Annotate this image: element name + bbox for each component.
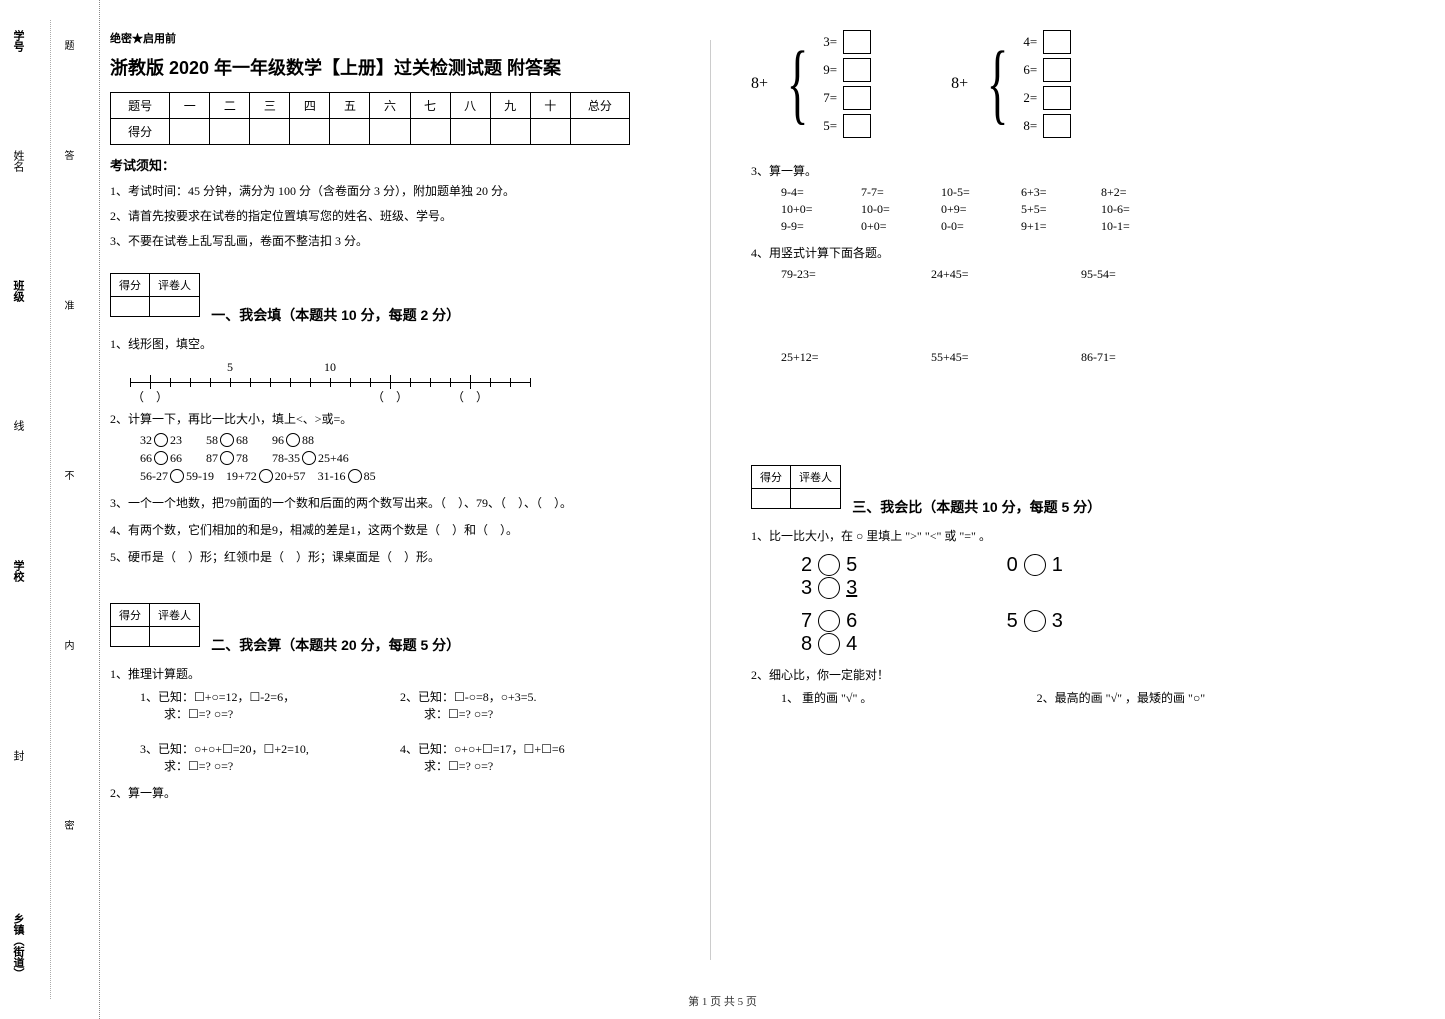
brace-group: 8+ { 4= 6= 2= 8= <box>951 30 1071 138</box>
vert-char: 题 <box>60 40 75 50</box>
q1-5: 5、硬币是（ ）形；红领巾是（ ）形；课桌面是（ ）形。 <box>110 548 670 565</box>
q3-1: 1、比一比大小，在 ○ 里填上 ">" "<" 或 "=" 。 <box>751 527 1371 544</box>
comp-row: 56-2759-19 19+7220+57 31-1685 <box>140 469 670 484</box>
binding-label-line: 线 <box>10 420 26 431</box>
binding-column: 乡镇（街道） 封 学校 线 班级 姓名 学号 密 内 不 准 答 题 <box>0 0 100 1019</box>
notice-item: 3、不要在试卷上乱写乱画，卷面不整洁扣 3 分。 <box>110 232 670 249</box>
table-row: 题号 一 二 三 四 五 六 七 八 九 十 总分 <box>111 93 630 119</box>
notice-title: 考试须知： <box>110 155 670 174</box>
q1-2: 2、计算一下，再比一比大小，填上<、>或=。 <box>110 410 670 427</box>
arith-row: 10+0=10-0=0+9=5+5=10-6= <box>781 202 1371 217</box>
vertical-calc-row: 25+12=55+45=86-71= <box>781 350 1371 365</box>
q2-4: 4、用竖式计算下面各题。 <box>751 244 1371 261</box>
vert-char: 不 <box>60 470 75 480</box>
brace-groups: 8+ { 3= 9= 7= 5= 8+ { 4= 6= 2= 8= <box>751 30 1371 152</box>
arith-row: 9-9=0+0=0-0=9+1=10-1= <box>781 219 1371 234</box>
page-content: 绝密★启用前 浙教版 2020 年一年级数学【上册】过关检测试题 附答案 题号 … <box>110 30 1410 960</box>
notice-item: 2、请首先按要求在试卷的指定位置填写您的姓名、班级、学号。 <box>110 207 670 224</box>
right-column: 8+ { 3= 9= 7= 5= 8+ { 4= 6= 2= 8= <box>751 30 1371 960</box>
binding-label-seal: 封 <box>10 750 26 761</box>
section-1-heading: 一、我会填（本题共 10 分，每题 2 分） <box>211 305 460 325</box>
number-line: /* ticks drawn statically */ 5 10 （ ） （ … <box>130 360 530 400</box>
binding-label-class: 班级 <box>10 280 26 302</box>
reasoning-row: 1、已知：☐+○=12，☐-2=6， 求：☐=? ○=? 2、已知：☐-○=8，… <box>140 688 670 722</box>
q2-2: 2、算一算。 <box>110 784 670 801</box>
q1-1: 1、线形图，填空。 <box>110 335 670 352</box>
arith-row: 9-4=7-7=10-5=6+3=8+2= <box>781 185 1371 200</box>
secret-label: 绝密★启用前 <box>110 30 670 46</box>
exam-title: 浙教版 2020 年一年级数学【上册】过关检测试题 附答案 <box>110 54 670 80</box>
sub-compare-row: 1、 重的画 "√" 。 2、最高的画 "√" ，最矮的画 "○" <box>781 689 1371 706</box>
left-column: 绝密★启用前 浙教版 2020 年一年级数学【上册】过关检测试题 附答案 题号 … <box>110 30 670 960</box>
big-compare-row: 25 01 33 <box>801 554 1371 600</box>
vert-char: 答 <box>60 150 75 160</box>
big-compare-row: 76 53 84 <box>801 610 1371 656</box>
q2-1: 1、推理计算题。 <box>110 665 670 682</box>
vert-char: 密 <box>60 820 75 830</box>
section-3-heading: 三、我会比（本题共 10 分，每题 5 分） <box>852 497 1101 517</box>
q3-2: 2、细心比，你一定能对！ <box>751 666 1371 683</box>
comp-row: 6666 8778 78-3525+46 <box>140 451 670 466</box>
vertical-calc-row: 79-23=24+45=95-54= <box>781 267 1371 282</box>
section-2-heading: 二、我会算（本题共 20 分，每题 5 分） <box>211 635 460 655</box>
comp-row: 3223 5868 9688 <box>140 433 670 448</box>
notice-item: 1、考试时间：45 分钟，满分为 100 分（含卷面分 3 分），附加题单独 2… <box>110 182 670 199</box>
binding-label-township: 乡镇（街道） <box>10 913 26 979</box>
binding-label-school: 学校 <box>10 560 26 582</box>
q1-3: 3、一个一个地数，把79前面的一个数和后面的两个数写出来。（ ）、79、（ ）、… <box>110 494 670 511</box>
vert-char: 内 <box>60 640 75 650</box>
q1-4: 4、有两个数，它们相加的和是9，相减的差是1，这两个数是（ ）和（ ）。 <box>110 521 670 538</box>
score-box: 得分评卷人 <box>110 273 200 317</box>
page-footer: 第 1 页 共 5 页 <box>0 993 1445 1009</box>
score-box: 得分评卷人 <box>751 465 841 509</box>
vert-char: 准 <box>60 300 75 310</box>
score-box: 得分评卷人 <box>110 603 200 647</box>
binding-label-name: 姓名 <box>10 150 26 172</box>
table-row: 得分 <box>111 119 630 145</box>
binding-label-id: 学号 <box>10 30 26 52</box>
reasoning-row: 3、已知：○+○+☐=20，☐+2=10, 求：☐=? ○=? 4、已知：○+○… <box>140 740 670 774</box>
score-table: 题号 一 二 三 四 五 六 七 八 九 十 总分 得分 <box>110 92 630 145</box>
brace-group: 8+ { 3= 9= 7= 5= <box>751 30 871 138</box>
column-divider <box>710 40 711 960</box>
q2-3: 3、算一算。 <box>751 162 1371 179</box>
